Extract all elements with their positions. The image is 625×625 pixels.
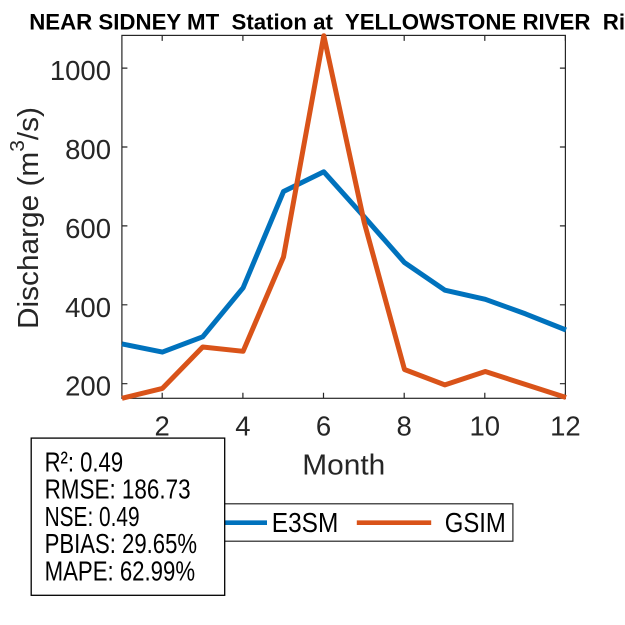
svg-text:800: 800 — [65, 134, 111, 165]
svg-text:1000: 1000 — [50, 55, 111, 86]
svg-text:12: 12 — [550, 411, 581, 442]
svg-text:8: 8 — [397, 411, 412, 442]
svg-text:PBIAS: 29.65%: PBIAS: 29.65% — [45, 528, 198, 559]
svg-text:NEAR SIDNEY MT Station at YE: NEAR SIDNEY MT Station at YELLOWSTONE RI… — [29, 9, 625, 34]
svg-text:R²: 0.49: R²: 0.49 — [45, 446, 124, 477]
svg-text:10: 10 — [470, 411, 501, 442]
svg-text:6: 6 — [316, 411, 331, 442]
svg-text:GSIM: GSIM — [445, 507, 506, 538]
svg-text:600: 600 — [65, 213, 111, 244]
svg-text:E3SM: E3SM — [272, 507, 339, 538]
svg-text:Discharge (m3/s): Discharge (m3/s) — [7, 107, 45, 329]
svg-text:MAPE: 62.99%: MAPE: 62.99% — [45, 556, 196, 587]
svg-text:2: 2 — [155, 411, 170, 442]
svg-text:4: 4 — [235, 411, 250, 442]
svg-text:NSE: 0.49: NSE: 0.49 — [45, 501, 140, 532]
svg-text:200: 200 — [65, 371, 111, 402]
svg-text:400: 400 — [65, 292, 111, 323]
svg-text:Month: Month — [302, 450, 385, 482]
svg-text:RMSE: 186.73: RMSE: 186.73 — [45, 474, 191, 505]
